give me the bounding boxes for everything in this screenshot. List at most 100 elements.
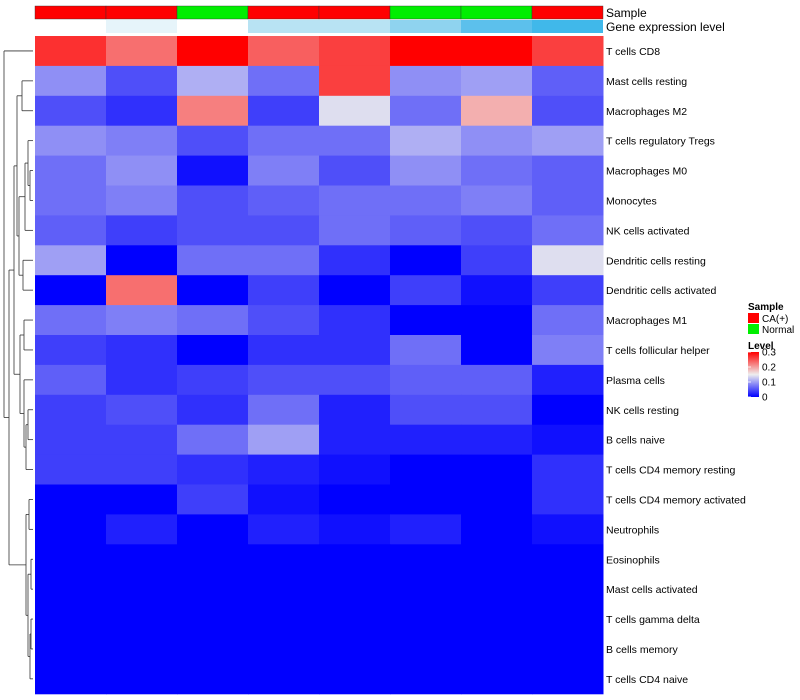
row-label: T cells CD8: [606, 46, 660, 58]
heatmap-cell: [35, 245, 107, 276]
heatmap-cell: [319, 215, 391, 246]
heatmap-cell: [106, 663, 178, 695]
heatmap-cell: [390, 574, 462, 605]
heatmap-cell: [248, 215, 320, 246]
heatmap-cell: [35, 335, 107, 366]
heatmap-cell: [106, 574, 178, 605]
heatmap-cell: [106, 335, 178, 366]
heatmap-cell: [319, 574, 391, 605]
heatmap-cell: [532, 544, 604, 575]
heatmap-cell: [248, 364, 320, 396]
gene-expression-annotation-cell: [106, 20, 177, 33]
heatmap-cell: [390, 394, 462, 426]
heatmap-cell: [35, 424, 107, 456]
row-label: NK cells activated: [606, 225, 690, 237]
heatmap-cell: [248, 305, 320, 336]
heatmap-cell: [177, 634, 249, 665]
legend-level-tick-label: 0.3: [762, 348, 776, 359]
heatmap-cell: [319, 275, 391, 306]
heatmap-cell: [461, 95, 533, 127]
heatmap-cell: [532, 155, 604, 186]
row-label: T cells regulatory Tregs: [606, 136, 715, 148]
heatmap-cell: [319, 155, 391, 186]
legend-sample-title: Sample: [748, 302, 784, 313]
heatmap-cell: [35, 275, 107, 306]
heatmap-cell: [177, 574, 249, 605]
gene-expression-annotation-cell: [35, 20, 106, 33]
heatmap-cell: [106, 95, 178, 127]
sample-annotation-cell: [247, 5, 320, 20]
heatmap-cell: [106, 484, 178, 515]
heatmap-cell: [177, 305, 249, 336]
sample-annotation-cell: [105, 5, 178, 20]
heatmap-cell: [532, 215, 604, 246]
sample-annotation-cell: [34, 5, 107, 20]
row-label: T cells gamma delta: [606, 614, 700, 626]
sample-annotation-cell: [176, 5, 249, 20]
heatmap-cell: [177, 544, 249, 575]
sample-annotation-cell: [318, 5, 391, 20]
heatmap-cell: [248, 604, 320, 635]
heatmap-cell: [532, 634, 604, 665]
heatmap-cell: [461, 574, 533, 605]
heatmap-cell: [106, 394, 178, 426]
legend-level-tick-label: 0.1: [762, 378, 776, 389]
heatmap-cell: [248, 275, 320, 306]
heatmap-cell: [177, 364, 249, 396]
heatmap-cell: [390, 305, 462, 336]
heatmap-cell: [177, 125, 249, 157]
row-dendrogram: [3, 50, 33, 680]
row-label: Neutrophils: [606, 524, 659, 536]
heatmap-cell: [35, 544, 107, 575]
gene-expression-annotation-cell: [177, 20, 248, 33]
heatmap-cell: [106, 275, 178, 306]
heatmap-cell: [461, 454, 533, 485]
heatmap-cell: [106, 604, 178, 635]
row-label: Monocytes: [606, 195, 657, 207]
heatmap-cell: [461, 245, 533, 276]
heatmap-cell: [390, 514, 462, 545]
heatmap-cell: [319, 634, 391, 665]
heatmap-cell: [532, 95, 604, 127]
row-label: Mast cells activated: [606, 584, 698, 596]
heatmap-cell: [390, 634, 462, 665]
heatmap-cell: [532, 36, 604, 67]
heatmap-cell: [319, 335, 391, 366]
heatmap-cell: [461, 663, 533, 695]
heatmap-cell: [461, 185, 533, 216]
heatmap-cell: [319, 185, 391, 216]
heatmap-cell: [35, 484, 107, 515]
heatmap-cell: [106, 245, 178, 276]
heatmap-cell: [390, 275, 462, 306]
row-label: Macrophages M2: [606, 106, 687, 118]
heatmap-cell: [319, 65, 391, 97]
heatmap-cell: [319, 454, 391, 485]
heatmap-cell: [35, 215, 107, 246]
row-label: B cells naive: [606, 435, 665, 447]
heatmap-cell: [532, 185, 604, 216]
heatmap-cell: [390, 65, 462, 97]
heatmap-cell: [106, 65, 178, 97]
heatmap-cell: [177, 215, 249, 246]
heatmap-cell: [248, 125, 320, 157]
heatmap-cell: [461, 484, 533, 515]
heatmap-cell: [461, 36, 533, 67]
heatmap-cell: [390, 364, 462, 396]
heatmap-cell: [319, 484, 391, 515]
heatmap-cell: [390, 185, 462, 216]
heatmap-cell: [248, 514, 320, 545]
heatmap-cell: [532, 245, 604, 276]
heatmap-cell: [390, 484, 462, 515]
heatmap-cell: [177, 604, 249, 635]
heatmap-cell: [248, 155, 320, 186]
row-label: Macrophages M0: [606, 166, 687, 178]
heatmap-cell: [532, 125, 604, 157]
heatmap-cell: [248, 36, 320, 67]
gene-expression-annotation-label: Gene expression level: [606, 20, 725, 34]
heatmap-cell: [35, 394, 107, 426]
heatmap-cell: [532, 514, 604, 545]
heatmap-cell: [532, 574, 604, 605]
heatmap-cell: [106, 544, 178, 575]
heatmap-cell: [248, 394, 320, 426]
